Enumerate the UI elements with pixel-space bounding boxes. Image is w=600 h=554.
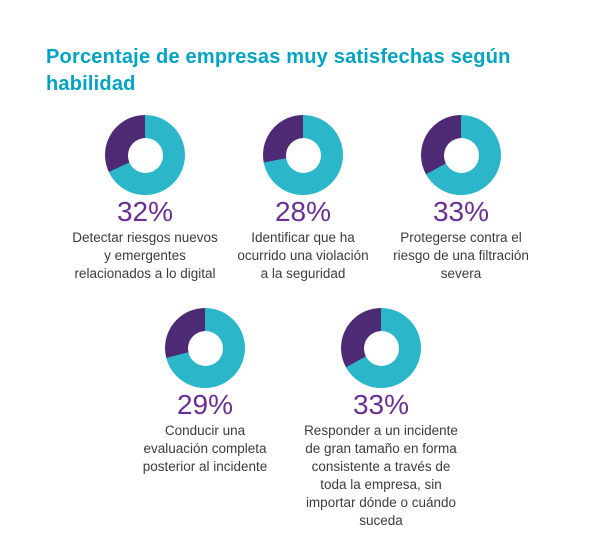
- percentage-value: 28%: [274, 196, 332, 227]
- donut-card: 29% Conducir una evaluación completa pos…: [120, 308, 290, 476]
- skill-label: Protegerse contra el riesgo de una filtr…: [393, 230, 529, 281]
- skill-label: Identificar que ha ocurrido una violació…: [237, 230, 369, 281]
- donut-chart: [105, 115, 185, 195]
- skill-label: Detectar riesgos nuevos y emergentes rel…: [72, 230, 218, 281]
- donut-card: 33% Protegerse contra el riesgo de una f…: [382, 115, 540, 283]
- donut-chart: [165, 308, 245, 388]
- donut-card: 33% Responder a un incidente de gran tam…: [276, 308, 486, 530]
- percentage-value: 32%: [116, 196, 174, 227]
- donut-row-2: 29% Conducir una evaluación completa pos…: [0, 308, 600, 530]
- donut-chart: [421, 115, 501, 195]
- chart-page: Porcentaje de empresas muy satisfechas s…: [0, 44, 600, 554]
- donut-chart: [263, 115, 343, 195]
- donut-chart: [341, 308, 421, 388]
- skill-label: Responder a un incidente de gran tamaño …: [304, 423, 458, 528]
- percentage-value: 29%: [176, 389, 234, 420]
- chart-title: Porcentaje de empresas muy satisfechas s…: [46, 46, 511, 95]
- percentage-value: 33%: [432, 196, 490, 227]
- donut-card: 32% Detectar riesgos nuevos y emergentes…: [66, 115, 224, 283]
- donut-card: 28% Identificar que ha ocurrido una viol…: [224, 115, 382, 283]
- donut-row-1: 32% Detectar riesgos nuevos y emergentes…: [3, 115, 600, 283]
- percentage-value: 33%: [352, 389, 410, 420]
- skill-label: Conducir una evaluación completa posteri…: [142, 423, 268, 474]
